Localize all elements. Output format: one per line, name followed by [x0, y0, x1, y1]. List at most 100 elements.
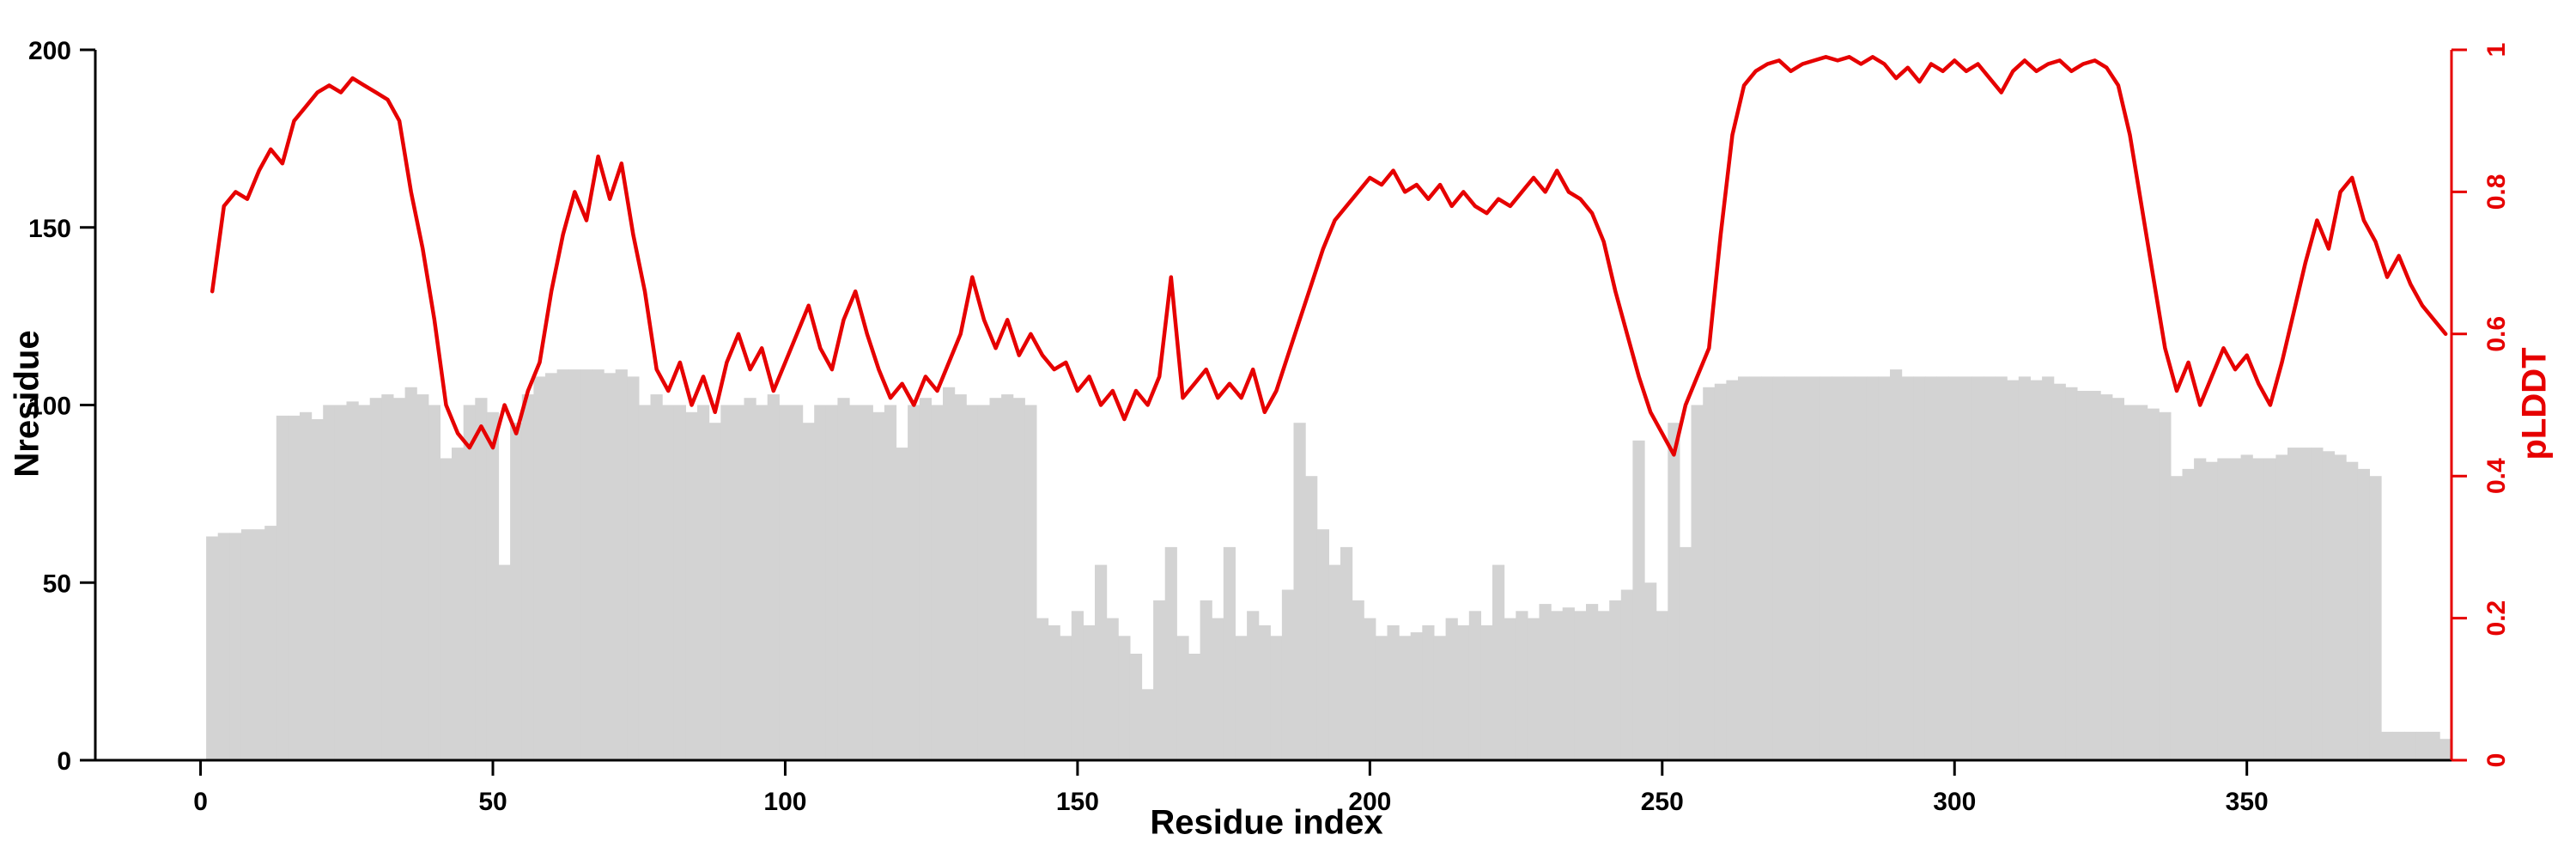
- nresidue-bar: [989, 398, 1002, 760]
- right-y-axis-title: pLDDT: [2515, 347, 2554, 460]
- x-tick-label: 300: [1933, 788, 1976, 816]
- nresidue-bar: [1597, 611, 1610, 760]
- nresidue-bar: [732, 405, 745, 760]
- nresidue-bar: [568, 369, 581, 760]
- right-y-tick-label: 0.4: [2482, 458, 2511, 494]
- nresidue-bar: [1807, 376, 1820, 760]
- nresidue-bar: [1223, 546, 1236, 760]
- nresidue-bar: [440, 458, 453, 760]
- nresidue-bar: [1445, 618, 1458, 760]
- nresidue-bar: [556, 369, 569, 760]
- nresidue-bar: [1164, 546, 1177, 760]
- nresidue-bar: [1281, 589, 1295, 760]
- nresidue-bar: [533, 376, 546, 760]
- nresidue-bar: [2100, 394, 2113, 760]
- nresidue-bar: [2147, 408, 2160, 760]
- nresidue-bar: [498, 564, 511, 760]
- nresidue-bar: [2322, 451, 2336, 760]
- nresidue-bar: [1036, 618, 1049, 760]
- left-y-tick-label: 150: [28, 215, 71, 243]
- x-tick-label: 100: [763, 788, 806, 816]
- nresidue-bar: [1620, 589, 1633, 760]
- nresidue-bar: [1375, 636, 1388, 760]
- nresidue-bar: [1668, 423, 1680, 760]
- nresidue-bar: [884, 405, 897, 760]
- nresidue-bar: [206, 536, 219, 760]
- nresidue-bar: [545, 373, 558, 760]
- nresidue-bar: [1340, 546, 1353, 760]
- nresidue-bar: [2076, 391, 2090, 760]
- nresidue-bar: [580, 369, 592, 760]
- nresidue-bar: [2311, 448, 2324, 760]
- nresidue-bar: [2136, 405, 2148, 760]
- nresidue-bar: [977, 405, 990, 760]
- nresidue-bar: [2346, 461, 2359, 760]
- nresidue-bar: [1913, 376, 1926, 760]
- nresidue-bar: [1644, 582, 1657, 761]
- nresidue-bar: [404, 387, 417, 760]
- right-y-tick-label: 0.2: [2482, 600, 2511, 637]
- nresidue-bar: [849, 405, 862, 760]
- nresidue-bar: [2018, 376, 2031, 760]
- nresidue-bar: [919, 398, 932, 760]
- nresidue-bar: [475, 398, 488, 760]
- nresidue-bar: [1305, 476, 1318, 760]
- nresidue-bar: [1176, 636, 1189, 760]
- nresidue-bar: [2263, 458, 2276, 760]
- nresidue-bar: [288, 415, 301, 760]
- nresidue-bar: [463, 405, 476, 760]
- nresidue-bar: [358, 405, 371, 760]
- nresidue-bar: [1784, 376, 1797, 760]
- nresidue-bar: [452, 448, 465, 760]
- nresidue-bar: [1995, 376, 2008, 760]
- nresidue-bar: [1433, 636, 1447, 760]
- nresidue-bar: [1948, 376, 1961, 760]
- nresidue-bar: [1516, 611, 1528, 760]
- nresidue-bar: [791, 405, 804, 760]
- nresidue-bar: [954, 394, 967, 760]
- nresidue-bar: [2334, 454, 2347, 760]
- nresidue-bar: [767, 394, 780, 760]
- right-y-tick-label: 0.8: [2482, 174, 2511, 210]
- nresidue-bar: [1504, 618, 1516, 760]
- nresidue-bar: [872, 411, 885, 760]
- nresidue-bar: [1866, 376, 1879, 760]
- nresidue-bar: [264, 526, 277, 760]
- nresidue-bar: [1457, 624, 1470, 760]
- nresidue-bar: [744, 398, 756, 760]
- left-y-tick-label: 50: [43, 570, 71, 598]
- nresidue-bar: [2007, 380, 2020, 760]
- nresidue-bar: [673, 405, 686, 760]
- nresidue-bar: [1562, 607, 1575, 760]
- nresidue-bar: [1258, 624, 1271, 760]
- nresidue-bar: [1551, 611, 1564, 760]
- nresidue-bar: [2275, 454, 2288, 760]
- x-tick-label: 350: [2226, 788, 2269, 816]
- nresidue-bar: [1106, 618, 1119, 760]
- nresidue-bar: [2357, 468, 2370, 760]
- nresidue-bar: [2194, 458, 2207, 760]
- nresidue-bar: [1772, 376, 1786, 760]
- nresidue-bar: [2123, 405, 2136, 760]
- left-y-axis-title: Nresidue: [8, 330, 46, 478]
- nresidue-bar: [685, 411, 698, 760]
- nresidue-bar: [2381, 731, 2394, 760]
- nresidue-bar: [1761, 376, 1774, 760]
- nresidue-bar: [2182, 468, 2195, 760]
- nresidue-bar: [1188, 654, 1201, 760]
- nresidue-bar: [240, 529, 254, 760]
- nresidue-bar: [2030, 380, 2043, 760]
- nresidue-bar: [416, 394, 429, 760]
- nresidue-bar: [217, 533, 230, 760]
- nresidue-bar: [592, 369, 605, 760]
- nresidue-bar: [1399, 636, 1412, 760]
- nresidue-bar: [2053, 383, 2066, 760]
- nresidue-bar: [1984, 376, 1996, 760]
- nresidue-bar: [2111, 398, 2124, 760]
- nresidue-bar: [1855, 376, 1868, 760]
- nresidue-bar: [323, 405, 336, 760]
- nresidue-bar: [1012, 398, 1025, 760]
- nresidue-bar: [1001, 394, 1014, 760]
- nresidue-bar: [615, 369, 628, 760]
